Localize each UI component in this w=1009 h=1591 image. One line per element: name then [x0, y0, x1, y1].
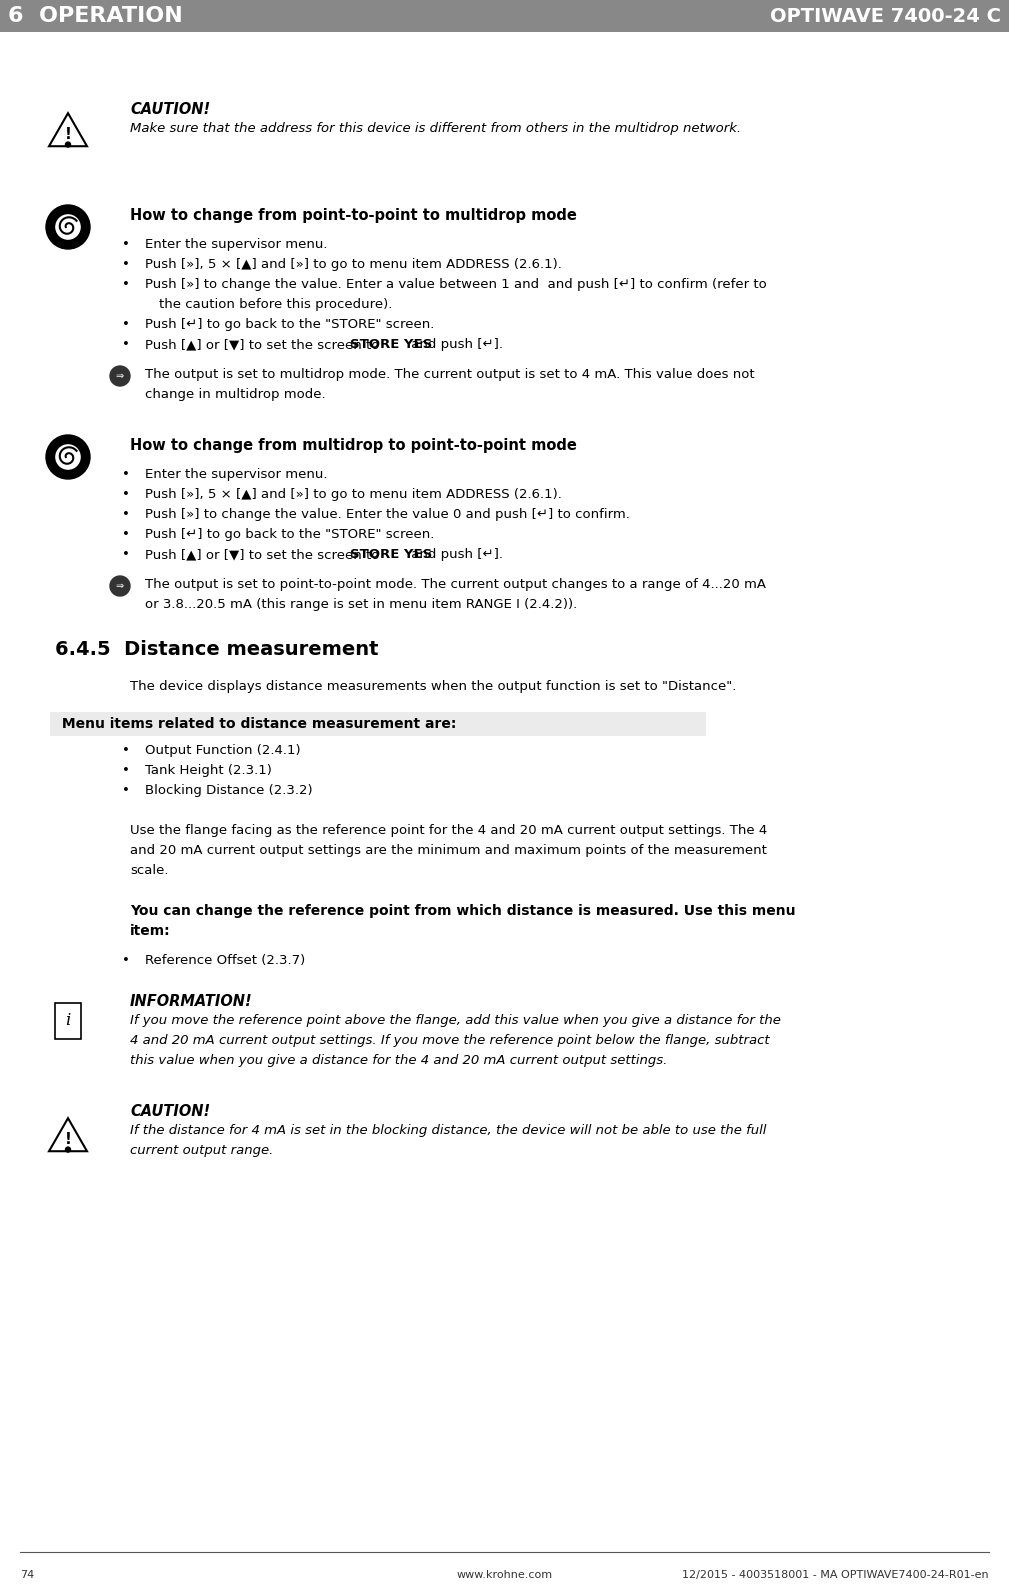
- Text: Enter the supervisor menu.: Enter the supervisor menu.: [145, 468, 328, 480]
- Text: and 20 mA current output settings are the minimum and maximum points of the meas: and 20 mA current output settings are th…: [130, 843, 767, 858]
- Text: scale.: scale.: [130, 864, 169, 877]
- Circle shape: [55, 215, 80, 239]
- Text: The output is set to point-to-point mode. The current output changes to a range : The output is set to point-to-point mode…: [145, 578, 766, 590]
- Text: STORE YES: STORE YES: [350, 337, 433, 352]
- Text: !: !: [65, 127, 72, 142]
- Text: Push [▲] or [▼] to set the screen to: Push [▲] or [▼] to set the screen to: [145, 547, 383, 562]
- Text: Make sure that the address for this device is different from others in the multi: Make sure that the address for this devi…: [130, 123, 742, 135]
- Text: Push [▲] or [▼] to set the screen to: Push [▲] or [▼] to set the screen to: [145, 337, 383, 352]
- Text: •: •: [122, 784, 130, 797]
- Text: Push [»], 5 × [▲] and [»] to go to menu item ADDRESS (2.6.1).: Push [»], 5 × [▲] and [»] to go to menu …: [145, 488, 562, 501]
- Text: Blocking Distance (2.3.2): Blocking Distance (2.3.2): [145, 784, 313, 797]
- Text: 12/2015 - 4003518001 - MA OPTIWAVE7400-24-R01-en: 12/2015 - 4003518001 - MA OPTIWAVE7400-2…: [682, 1570, 989, 1580]
- Text: i: i: [66, 1012, 71, 1029]
- Text: the caution before this procedure).: the caution before this procedure).: [159, 298, 393, 310]
- Circle shape: [66, 142, 71, 146]
- Text: CAUTION!: CAUTION!: [130, 1104, 210, 1118]
- Text: •: •: [122, 764, 130, 776]
- Text: 4 and 20 mA current output settings. If you move the reference point below the f: 4 and 20 mA current output settings. If …: [130, 1034, 770, 1047]
- Text: •: •: [122, 278, 130, 291]
- Text: 74: 74: [20, 1570, 34, 1580]
- Bar: [0, 0, 1009, 32]
- Text: Menu items related to distance measurement are:: Menu items related to distance measureme…: [57, 718, 456, 730]
- Text: STORE YES: STORE YES: [350, 547, 433, 562]
- Text: CAUTION!: CAUTION!: [130, 102, 210, 118]
- Circle shape: [110, 576, 130, 597]
- Text: If the distance for 4 mA is set in the blocking distance, the device will not be: If the distance for 4 mA is set in the b…: [130, 1123, 767, 1138]
- Text: Enter the supervisor menu.: Enter the supervisor menu.: [145, 239, 328, 251]
- Text: INFORMATION!: INFORMATION!: [130, 994, 252, 1009]
- Circle shape: [66, 1147, 71, 1152]
- Text: ⇒: ⇒: [116, 371, 124, 380]
- Text: •: •: [122, 745, 130, 757]
- Text: Reference Offset (2.3.7): Reference Offset (2.3.7): [145, 955, 306, 967]
- Text: Use the flange facing as the reference point for the 4 and 20 mA current output : Use the flange facing as the reference p…: [130, 824, 767, 837]
- Text: •: •: [122, 547, 130, 562]
- Text: How to change from multidrop to point-to-point mode: How to change from multidrop to point-to…: [130, 438, 577, 453]
- Text: If you move the reference point above the flange, add this value when you give a: If you move the reference point above th…: [130, 1013, 781, 1028]
- Polygon shape: [49, 1118, 87, 1152]
- Text: You can change the reference point from which distance is measured. Use this men: You can change the reference point from …: [130, 904, 795, 918]
- Text: and push [↵].: and push [↵].: [407, 337, 503, 352]
- Text: Push [»], 5 × [▲] and [»] to go to menu item ADDRESS (2.6.1).: Push [»], 5 × [▲] and [»] to go to menu …: [145, 258, 562, 270]
- Circle shape: [55, 445, 80, 469]
- Circle shape: [46, 205, 90, 250]
- Text: •: •: [122, 508, 130, 520]
- Text: Output Function (2.4.1): Output Function (2.4.1): [145, 745, 301, 757]
- Text: 6.4.5  Distance measurement: 6.4.5 Distance measurement: [55, 640, 378, 659]
- Text: Push [»] to change the value. Enter the value 0 and push [↵] to confirm.: Push [»] to change the value. Enter the …: [145, 508, 630, 520]
- Text: •: •: [122, 528, 130, 541]
- Text: this value when you give a distance for the 4 and 20 mA current output settings.: this value when you give a distance for …: [130, 1053, 667, 1068]
- Text: !: !: [65, 1133, 72, 1147]
- Text: •: •: [122, 468, 130, 480]
- Text: ⇒: ⇒: [116, 581, 124, 590]
- Text: or 3.8...20.5 mA (this range is set in menu item RANGE I (2.4.2)).: or 3.8...20.5 mA (this range is set in m…: [145, 598, 577, 611]
- Text: •: •: [122, 239, 130, 251]
- Text: www.krohne.com: www.krohne.com: [456, 1570, 553, 1580]
- Text: The output is set to multidrop mode. The current output is set to 4 mA. This val: The output is set to multidrop mode. The…: [145, 368, 755, 380]
- Text: Push [↵] to go back to the "STORE" screen.: Push [↵] to go back to the "STORE" scree…: [145, 318, 435, 331]
- Text: Push [↵] to go back to the "STORE" screen.: Push [↵] to go back to the "STORE" scree…: [145, 528, 435, 541]
- Circle shape: [110, 366, 130, 387]
- Polygon shape: [49, 113, 87, 146]
- Text: change in multidrop mode.: change in multidrop mode.: [145, 388, 326, 401]
- Text: and push [↵].: and push [↵].: [407, 547, 503, 562]
- Text: Push [»] to change the value. Enter a value between 1 and  and push [↵] to confi: Push [»] to change the value. Enter a va…: [145, 278, 767, 291]
- Text: current output range.: current output range.: [130, 1144, 273, 1157]
- Text: How to change from point-to-point to multidrop mode: How to change from point-to-point to mul…: [130, 208, 577, 223]
- Bar: [55, 1002, 81, 1039]
- Text: The device displays distance measurements when the output function is set to "Di: The device displays distance measurement…: [130, 679, 737, 694]
- Text: •: •: [122, 258, 130, 270]
- Text: 6  OPERATION: 6 OPERATION: [8, 6, 183, 25]
- Text: •: •: [122, 318, 130, 331]
- Text: item:: item:: [130, 924, 171, 939]
- Text: Tank Height (2.3.1): Tank Height (2.3.1): [145, 764, 271, 776]
- Text: •: •: [122, 488, 130, 501]
- Bar: [50, 713, 706, 737]
- Text: OPTIWAVE 7400-24 C: OPTIWAVE 7400-24 C: [770, 6, 1001, 25]
- Text: •: •: [122, 955, 130, 967]
- Text: •: •: [122, 337, 130, 352]
- Circle shape: [46, 434, 90, 479]
